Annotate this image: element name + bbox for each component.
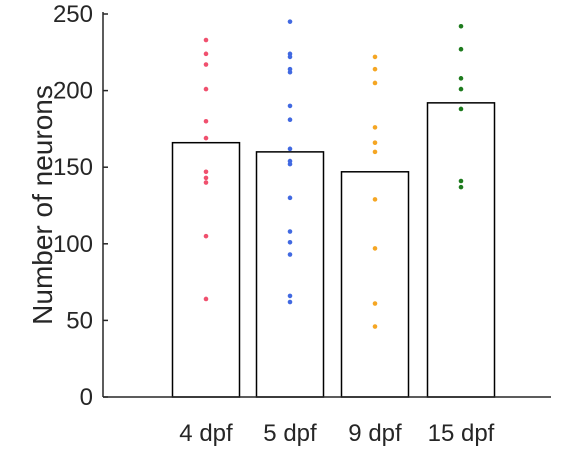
point-5-dpf bbox=[287, 69, 293, 75]
point-5-dpf bbox=[287, 293, 293, 299]
bar-5-dpf bbox=[255, 151, 325, 398]
y-tick-label: 0 bbox=[80, 384, 93, 411]
point-9-dpf bbox=[372, 80, 378, 86]
point-5-dpf bbox=[287, 161, 293, 167]
point-4-dpf bbox=[203, 296, 209, 302]
point-5-dpf bbox=[287, 19, 293, 24]
point-15-dpf bbox=[458, 106, 464, 112]
x-tick-label-15-dpf: 15 dpf bbox=[428, 420, 495, 447]
point-15-dpf bbox=[458, 86, 464, 92]
point-9-dpf bbox=[372, 324, 378, 329]
point-15-dpf bbox=[458, 184, 464, 190]
point-4-dpf bbox=[203, 118, 209, 124]
point-9-dpf bbox=[372, 197, 378, 202]
y-tick-label: 150 bbox=[53, 154, 93, 181]
x-tick-label-9-dpf: 9 dpf bbox=[348, 420, 402, 447]
point-9-dpf bbox=[372, 140, 378, 145]
point-15-dpf bbox=[458, 46, 464, 52]
x-tick-label-4-dpf: 4 dpf bbox=[179, 420, 233, 447]
point-9-dpf bbox=[372, 246, 378, 251]
point-4-dpf bbox=[203, 51, 209, 57]
bars-layer bbox=[171, 102, 496, 398]
y-tick-label: 100 bbox=[53, 231, 93, 258]
point-4-dpf bbox=[203, 86, 209, 92]
y-tick-label: 200 bbox=[53, 78, 93, 105]
bar-9-dpf bbox=[340, 171, 410, 398]
point-9-dpf bbox=[372, 301, 378, 306]
point-5-dpf bbox=[287, 239, 293, 245]
x-tick-label-5-dpf: 5 dpf bbox=[263, 420, 317, 447]
point-5-dpf bbox=[287, 117, 293, 123]
y-axis-title: Number of neurons bbox=[27, 85, 58, 325]
point-4-dpf bbox=[203, 180, 209, 185]
point-5-dpf bbox=[287, 54, 293, 60]
bar-15-dpf bbox=[426, 102, 496, 398]
point-9-dpf bbox=[372, 149, 378, 155]
point-4-dpf bbox=[203, 37, 209, 43]
point-5-dpf bbox=[287, 252, 293, 257]
bar-4-dpf bbox=[171, 141, 241, 398]
point-15-dpf bbox=[458, 76, 464, 81]
point-5-dpf bbox=[287, 103, 293, 109]
point-15-dpf bbox=[458, 23, 464, 29]
point-9-dpf bbox=[372, 66, 378, 72]
point-5-dpf bbox=[287, 229, 293, 234]
point-4-dpf bbox=[203, 233, 209, 239]
point-5-dpf bbox=[287, 299, 293, 305]
point-5-dpf bbox=[287, 146, 293, 152]
y-tick-label: 250 bbox=[53, 1, 93, 28]
point-9-dpf bbox=[372, 54, 378, 60]
points-layer bbox=[203, 19, 464, 329]
point-5-dpf bbox=[287, 195, 293, 201]
axes-layer: 0 50 100 150 200 250 4 dpf 5 dpf 9 dpf 15 dpf bbox=[53, 1, 551, 447]
y-tick-label: 50 bbox=[66, 307, 93, 334]
point-9-dpf bbox=[372, 125, 378, 130]
point-4-dpf bbox=[203, 135, 209, 141]
point-4-dpf bbox=[203, 175, 209, 181]
point-4-dpf bbox=[203, 169, 209, 175]
point-4-dpf bbox=[203, 62, 209, 67]
point-15-dpf bbox=[458, 178, 464, 184]
